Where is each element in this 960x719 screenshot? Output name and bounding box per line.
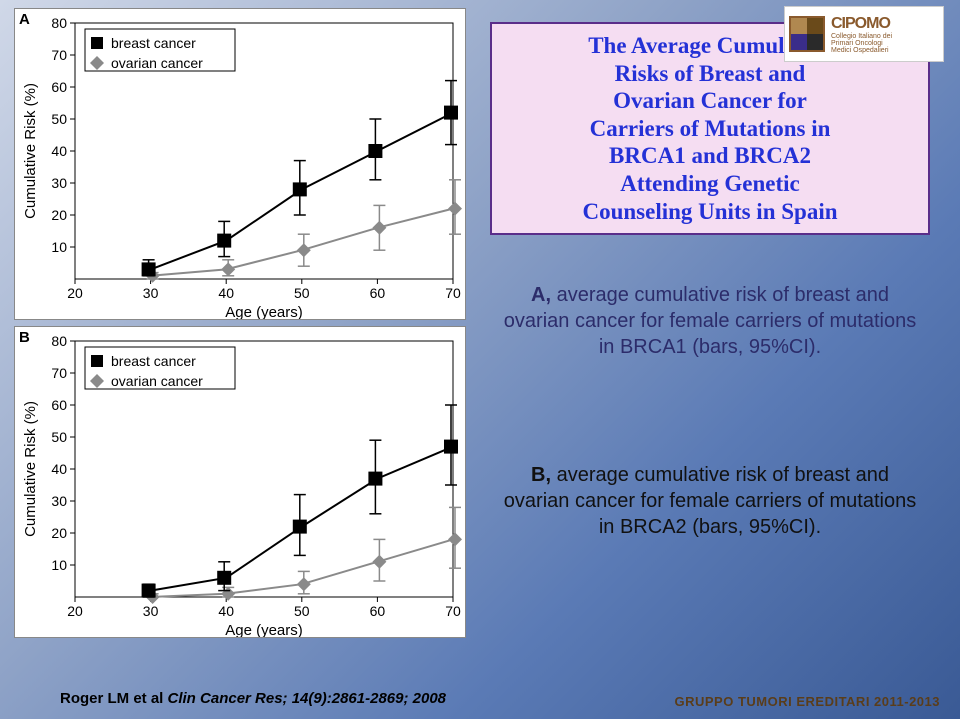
svg-text:60: 60 [370, 603, 386, 619]
svg-text:60: 60 [51, 397, 67, 413]
citation-author: Roger LM et al [60, 690, 168, 707]
citation: Roger LM et al Clin Cancer Res; 14(9):28… [60, 690, 446, 707]
desc-b-bold: B, [531, 464, 551, 486]
svg-text:20: 20 [67, 603, 83, 619]
panel-label-b: B [19, 329, 30, 346]
logo-sub3: Medici Ospedalieri [831, 47, 892, 54]
title-line: Counseling Units in Spain [502, 198, 918, 226]
description-a: A, average cumulative risk of breast and… [500, 282, 920, 360]
svg-text:40: 40 [51, 461, 67, 477]
title-line: Attending Genetic [502, 170, 918, 198]
desc-a-text: average cumulative risk of breast and ov… [504, 284, 916, 358]
svg-text:10: 10 [51, 557, 67, 573]
title-line: Risks of Breast and [502, 60, 918, 88]
svg-text:Cumulative Risk (%): Cumulative Risk (%) [22, 83, 39, 219]
svg-text:70: 70 [445, 285, 461, 301]
description-b: B, average cumulative risk of breast and… [500, 462, 920, 540]
logo-cipomo: CIPOMO Collegio Italiano dei Primari Onc… [784, 6, 944, 62]
logo-squares-icon [789, 16, 825, 52]
logo-sub2: Primari Oncologi [831, 40, 892, 47]
chart-b-svg: 20 30 40 50 60 70 10 20 30 40 50 60 70 80 Age (years) C… [15, 327, 467, 637]
svg-text:10: 10 [51, 239, 67, 255]
svg-text:20: 20 [51, 525, 67, 541]
desc-a-bold: A, [531, 284, 551, 306]
svg-text:40: 40 [218, 285, 234, 301]
svg-text:50: 50 [51, 111, 67, 127]
svg-text:70: 70 [51, 365, 67, 381]
svg-text:60: 60 [51, 79, 67, 95]
svg-text:ovarian cancer: ovarian cancer [111, 373, 203, 389]
panel-label-a: A [19, 11, 30, 28]
svg-text:Cumulative Risk (%): Cumulative Risk (%) [22, 401, 39, 537]
svg-text:70: 70 [51, 47, 67, 63]
charts-column: A 20 30 40 50 60 70 10 20 30 40 50 60 70 80 Age (years… [14, 8, 466, 644]
citation-journal: Clin Cancer Res; 14(9):2861-2869; 2008 [168, 690, 446, 707]
svg-text:breast cancer: breast cancer [111, 35, 196, 51]
logo-bottom-text: GRUPPO TUMORI EREDITARI 2011-2013 [675, 694, 941, 709]
svg-text:20: 20 [51, 207, 67, 223]
svg-text:Age (years): Age (years) [225, 622, 303, 637]
chart-panel-b: B 20 30 40 50 60 70 10 20 30 40 50 60 70 80 Age (years… [14, 326, 466, 638]
logo-sub1: Collegio Italiano dei [831, 33, 892, 40]
svg-text:20: 20 [67, 285, 83, 301]
svg-text:40: 40 [218, 603, 234, 619]
chart-a-svg: 20 30 40 50 60 70 10 20 30 40 50 60 70 80 Age (years) C… [15, 9, 467, 319]
title-line: BRCA1 and BRCA2 [502, 142, 918, 170]
svg-text:ovarian cancer: ovarian cancer [111, 55, 203, 71]
svg-text:30: 30 [51, 493, 67, 509]
svg-text:Age (years): Age (years) [225, 304, 303, 319]
svg-text:40: 40 [51, 143, 67, 159]
svg-text:30: 30 [51, 175, 67, 191]
svg-text:80: 80 [51, 333, 67, 349]
svg-text:50: 50 [294, 603, 310, 619]
svg-text:breast cancer: breast cancer [111, 353, 196, 369]
svg-text:30: 30 [143, 285, 159, 301]
svg-text:80: 80 [51, 15, 67, 31]
logo-name: CIPOMO [831, 15, 892, 33]
title-line: Carriers of Mutations in [502, 115, 918, 143]
svg-text:60: 60 [370, 285, 386, 301]
title-line: Ovarian Cancer for [502, 87, 918, 115]
svg-text:30: 30 [143, 603, 159, 619]
svg-text:50: 50 [294, 285, 310, 301]
svg-text:50: 50 [51, 429, 67, 445]
chart-panel-a: A 20 30 40 50 60 70 10 20 30 40 50 60 70 80 Age (years… [14, 8, 466, 320]
desc-b-text: average cumulative risk of breast and ov… [504, 464, 916, 538]
svg-text:70: 70 [445, 603, 461, 619]
